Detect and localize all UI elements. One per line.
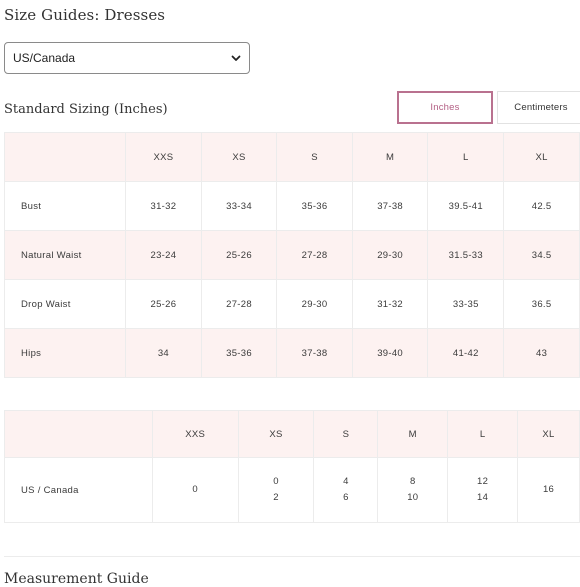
size-value: 8 xyxy=(409,476,416,487)
centimeters-button[interactable]: Centimeters xyxy=(497,91,580,124)
header-cell: XXS xyxy=(125,132,202,182)
table-cell: 33-35 xyxy=(427,279,505,329)
table-cell: 34 xyxy=(125,328,202,378)
table-cell: 37-38 xyxy=(351,181,429,231)
header-cell: XL xyxy=(517,410,580,458)
table-cell: 29-30 xyxy=(351,230,429,280)
header-cell: S xyxy=(313,410,379,458)
table-cell: 42.5 xyxy=(503,181,580,231)
table-row: Hips 34 35-36 37-38 39-40 41-42 43 xyxy=(3,328,580,378)
table-cell: 0 xyxy=(151,457,239,523)
size-value: 16 xyxy=(542,484,555,495)
header-cell: XS xyxy=(200,132,278,182)
table-cell: 16 xyxy=(517,457,580,523)
size-value: 4 xyxy=(343,476,349,487)
row-label: Hips xyxy=(3,328,127,378)
size-value: 12 xyxy=(477,476,489,487)
inches-button[interactable]: Inches xyxy=(397,91,493,124)
row-label: Bust xyxy=(3,181,127,231)
header-cell: XXS xyxy=(151,410,239,458)
table-cell: 31-32 xyxy=(125,181,202,231)
table-cell: 25-26 xyxy=(125,279,202,329)
header-cell: S xyxy=(276,132,353,182)
table-cell: 31-32 xyxy=(351,279,429,329)
size-value: 6 xyxy=(343,492,349,503)
unit-toggle: Inches Centimeters xyxy=(397,91,580,124)
page-title: Size Guides: Dresses xyxy=(4,6,166,24)
table-cell: 35-36 xyxy=(200,328,278,378)
header-cell: L xyxy=(427,132,505,182)
header-cell: M xyxy=(351,132,429,182)
size-value: 0 xyxy=(273,476,279,487)
header-cell: XL xyxy=(503,132,580,182)
table-cell: 35-36 xyxy=(276,181,353,231)
size-value: 10 xyxy=(407,492,419,503)
table-cell: 31.5-33 xyxy=(427,230,505,280)
table-cell: 37-38 xyxy=(276,328,353,378)
table-cell: 29-30 xyxy=(276,279,353,329)
table-cell: 34.5 xyxy=(503,230,580,280)
header-cell-empty xyxy=(3,132,127,182)
table-cell: 43 xyxy=(503,328,580,378)
table-row: Natural Waist 23-24 25-26 27-28 29-30 31… xyxy=(3,230,580,280)
table-cell: 36.5 xyxy=(503,279,580,329)
table-header-row: XXS XS S M L XL xyxy=(4,410,580,458)
table-cell: 23-24 xyxy=(125,230,202,280)
header-cell: XS xyxy=(237,410,315,458)
measurements-table: XXS XS S M L XL Bust 31-32 33-34 35-36 3… xyxy=(3,132,580,378)
chevron-down-icon xyxy=(231,55,241,61)
table-cell: 27-28 xyxy=(200,279,278,329)
region-select[interactable]: US/Canada xyxy=(4,42,250,74)
table-cell: 12 14 xyxy=(447,457,519,523)
table-row: Bust 31-32 33-34 35-36 37-38 39.5-41 42.… xyxy=(3,181,580,231)
header-cell: L xyxy=(447,410,519,458)
section-divider xyxy=(4,556,580,557)
table-cell: 25-26 xyxy=(200,230,278,280)
size-value: 14 xyxy=(477,492,489,503)
row-label: Natural Waist xyxy=(3,230,127,280)
row-label: US / Canada xyxy=(4,457,153,523)
table-row: Drop Waist 25-26 27-28 29-30 31-32 33-35… xyxy=(3,279,580,329)
table-cell: 39-40 xyxy=(351,328,429,378)
header-cell-empty xyxy=(4,410,153,458)
table-cell: 8 10 xyxy=(377,457,449,523)
table-cell: 27-28 xyxy=(276,230,353,280)
row-label: Drop Waist xyxy=(3,279,127,329)
size-value: 2 xyxy=(273,492,279,503)
header-cell: M xyxy=(377,410,449,458)
size-value: 0 xyxy=(192,484,198,495)
region-select-value: US/Canada xyxy=(13,51,76,65)
table-cell: 33-34 xyxy=(200,181,278,231)
table-cell: 39.5-41 xyxy=(427,181,505,231)
measurement-guide-title: Measurement Guide xyxy=(4,571,149,587)
table-header-row: XXS XS S M L XL xyxy=(3,132,580,182)
section-title: Standard Sizing (Inches) xyxy=(4,102,168,117)
table-cell: 41-42 xyxy=(427,328,505,378)
